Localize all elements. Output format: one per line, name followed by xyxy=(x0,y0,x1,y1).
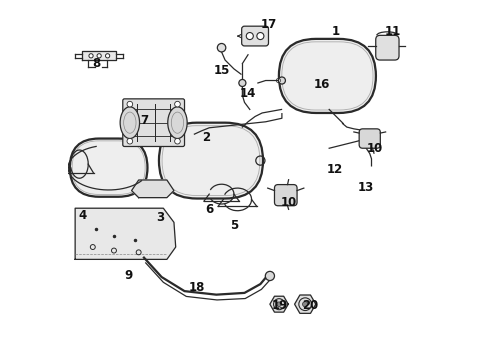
Circle shape xyxy=(105,54,109,58)
Text: 19: 19 xyxy=(271,299,287,312)
Circle shape xyxy=(278,77,285,84)
Ellipse shape xyxy=(120,107,139,139)
Polygon shape xyxy=(294,295,315,313)
Polygon shape xyxy=(269,296,287,312)
Circle shape xyxy=(174,101,180,107)
Text: 6: 6 xyxy=(204,203,213,216)
Text: 16: 16 xyxy=(313,78,329,91)
Circle shape xyxy=(89,54,93,58)
Polygon shape xyxy=(131,180,174,198)
Text: 10: 10 xyxy=(366,142,383,155)
Circle shape xyxy=(238,80,245,86)
Ellipse shape xyxy=(167,107,187,139)
FancyBboxPatch shape xyxy=(70,139,147,197)
Text: 3: 3 xyxy=(156,211,163,224)
Polygon shape xyxy=(82,51,116,60)
Circle shape xyxy=(97,54,101,58)
Text: 20: 20 xyxy=(301,299,317,312)
Circle shape xyxy=(265,271,274,280)
Text: 4: 4 xyxy=(78,209,86,222)
Circle shape xyxy=(127,101,132,107)
Text: 9: 9 xyxy=(123,269,132,282)
FancyBboxPatch shape xyxy=(278,39,375,113)
Text: 2: 2 xyxy=(201,131,209,144)
Text: 8: 8 xyxy=(92,57,100,70)
FancyBboxPatch shape xyxy=(159,123,263,198)
Text: 10: 10 xyxy=(280,197,296,210)
Polygon shape xyxy=(75,208,175,259)
Text: 15: 15 xyxy=(213,64,229,77)
FancyBboxPatch shape xyxy=(274,185,296,206)
Circle shape xyxy=(127,138,132,144)
Circle shape xyxy=(256,32,264,40)
Circle shape xyxy=(246,32,253,40)
Text: 17: 17 xyxy=(261,18,277,31)
Circle shape xyxy=(217,44,225,52)
Text: 5: 5 xyxy=(229,219,238,232)
FancyBboxPatch shape xyxy=(375,35,398,60)
FancyBboxPatch shape xyxy=(241,26,268,46)
Text: 11: 11 xyxy=(384,25,400,38)
Text: 12: 12 xyxy=(325,163,342,176)
FancyBboxPatch shape xyxy=(122,99,184,147)
Text: 18: 18 xyxy=(188,281,204,294)
Circle shape xyxy=(302,302,307,307)
FancyBboxPatch shape xyxy=(358,129,380,148)
Text: 14: 14 xyxy=(239,87,256,100)
Circle shape xyxy=(174,138,180,144)
Circle shape xyxy=(276,302,281,306)
Text: 13: 13 xyxy=(357,181,374,194)
Text: 7: 7 xyxy=(140,113,148,126)
Text: 1: 1 xyxy=(331,25,339,38)
